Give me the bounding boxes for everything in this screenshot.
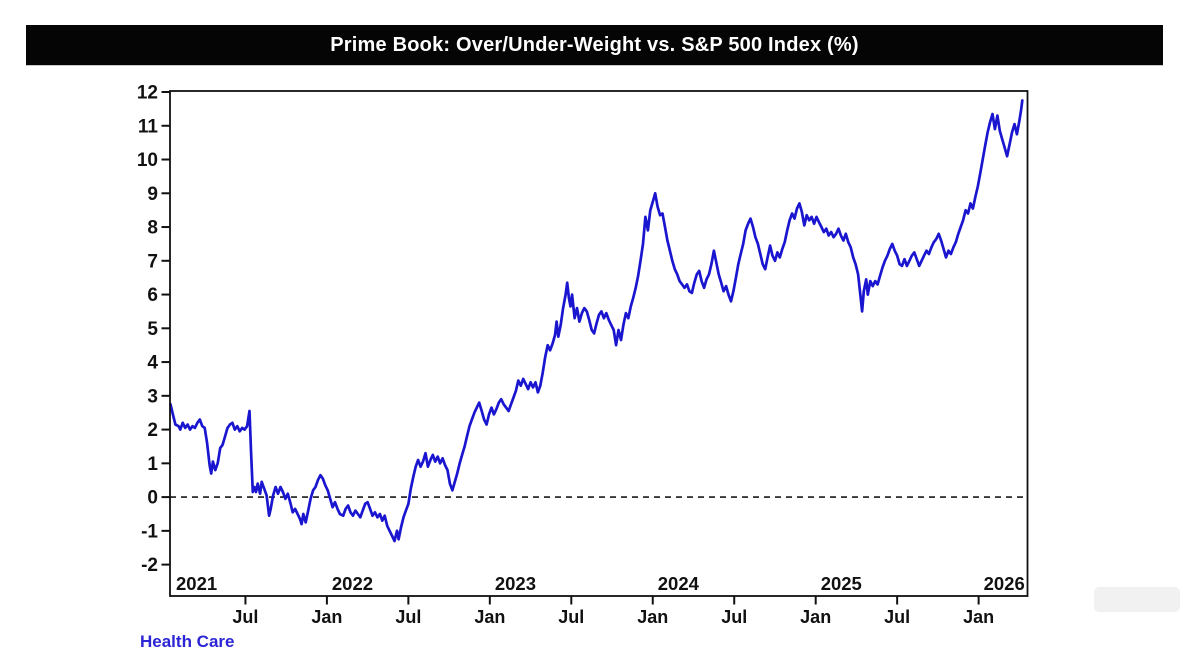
- x-tick-label: Jul: [232, 607, 258, 627]
- x-tick-label: Jul: [395, 607, 421, 627]
- x-tick-label: Jul: [884, 607, 910, 627]
- x-tick-label: Jul: [721, 607, 747, 627]
- y-tick-label: 9: [147, 184, 158, 205]
- y-tick-label: 11: [138, 116, 159, 137]
- y-tick-label: 5: [147, 319, 158, 340]
- y-tick-label: 3: [147, 386, 158, 407]
- y-tick-label: 7: [147, 251, 158, 272]
- y-tick-label: -1: [141, 521, 158, 542]
- series-health-care: [169, 99, 1024, 543]
- x-tick-label: Jan: [637, 607, 668, 627]
- y-tick-label: 8: [147, 218, 158, 239]
- y-tick-label: -2: [141, 555, 158, 576]
- legend-health-care: Health Care: [140, 632, 235, 651]
- y-tick-label: 1: [147, 454, 158, 475]
- chart-title: Prime Book: Over/Under-Weight vs. S&P 50…: [330, 33, 859, 56]
- y-tick-label: 10: [137, 150, 158, 171]
- x-tick-label: Jan: [311, 607, 342, 627]
- y-tick-label: 0: [147, 488, 158, 509]
- watermark-smudge: [1094, 587, 1180, 612]
- plot-border: [169, 90, 1029, 597]
- year-label: 2025: [821, 573, 862, 594]
- y-tick-label: 6: [147, 285, 158, 306]
- x-tick-label: Jan: [474, 607, 505, 627]
- year-label: 2021: [176, 573, 217, 594]
- x-tick-label: Jan: [800, 607, 831, 627]
- x-tick-label: Jul: [558, 607, 584, 627]
- year-label: 2022: [332, 573, 373, 594]
- x-tick-label: Jan: [963, 607, 994, 627]
- chart-title-bar: Prime Book: Over/Under-Weight vs. S&P 50…: [26, 25, 1163, 65]
- y-tick-label: 2: [147, 420, 158, 441]
- y-tick-label: 12: [137, 83, 158, 104]
- year-label: 2026: [984, 573, 1025, 594]
- year-label: 2023: [495, 573, 536, 594]
- year-label: 2024: [658, 573, 700, 594]
- y-tick-label: 4: [147, 353, 158, 374]
